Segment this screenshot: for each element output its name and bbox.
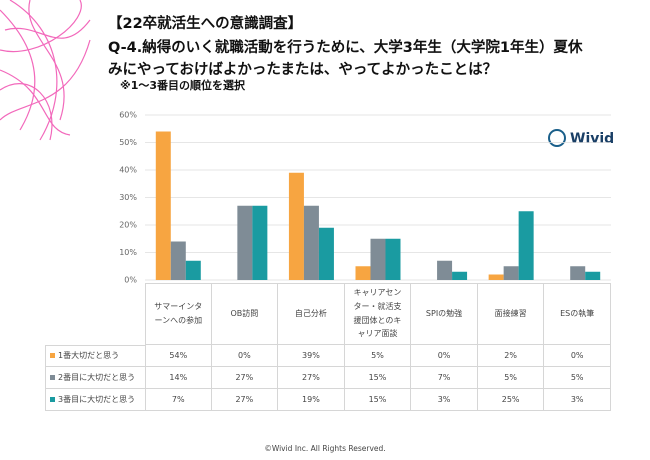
logo-icon: [548, 129, 566, 147]
bar: [385, 238, 401, 280]
category-label: SPIの勉強: [411, 283, 478, 345]
legend-entry: 3番目に大切だと思う: [45, 389, 145, 411]
table-value: 7%: [411, 367, 478, 389]
bar: [318, 227, 334, 280]
y-tick-label: 40%: [119, 166, 137, 175]
table-value: 27%: [278, 367, 345, 389]
bar: [252, 205, 268, 280]
bar: [570, 266, 586, 280]
table-value: 3%: [544, 389, 611, 411]
category-label: サマーインターンへの参加: [145, 283, 212, 345]
table-value: 15%: [344, 367, 412, 389]
bar: [370, 238, 386, 280]
table-border: [145, 283, 611, 284]
bar: [452, 271, 468, 280]
table-value: 19%: [278, 389, 345, 411]
category-label: OB訪問: [211, 283, 279, 345]
title-line: Q-4.納得のいく就職活動を行うために、大学3年生（大学院1年生）夏休: [108, 40, 583, 56]
table-value: 0%: [211, 345, 279, 367]
bar: [585, 271, 601, 280]
legend-label: 2番目に大切だと思う: [58, 372, 136, 382]
bar: [185, 260, 201, 280]
legend-swatch: [50, 375, 55, 380]
decoration: [0, 0, 91, 141]
bar: [155, 131, 171, 280]
y-tick-label: 60%: [119, 111, 137, 120]
category-label: ESの執筆: [544, 283, 611, 345]
logo-text: Wivid: [570, 131, 614, 147]
table-value: 5%: [477, 367, 545, 389]
table-value: 39%: [278, 345, 345, 367]
y-tick-label: 10%: [119, 248, 137, 257]
table-value: 14%: [145, 367, 212, 389]
table-value: 7%: [145, 389, 212, 411]
table-value: 25%: [477, 389, 545, 411]
category-label: 面接練習: [477, 283, 545, 345]
legend-entry: 2番目に大切だと思う: [45, 367, 145, 389]
bar: [503, 266, 519, 280]
title-line: 【22卒就活生への意識調査】: [108, 16, 303, 32]
table-border: [45, 345, 145, 346]
bar: [518, 211, 534, 280]
table-value: 15%: [344, 389, 412, 411]
category-label: 自己分析: [278, 283, 345, 345]
legend-swatch: [50, 397, 55, 402]
y-tick-label: 30%: [119, 193, 137, 202]
table-value: 5%: [344, 345, 412, 367]
category-label: キャリアセンター・就活支援団体とのキャリア面談: [344, 283, 412, 345]
bar: [303, 205, 319, 280]
table-value: 2%: [477, 345, 545, 367]
table-value: 0%: [544, 345, 611, 367]
y-tick-label: 0%: [124, 276, 137, 285]
title-line: みにやっておけばよかったまたは、やってよかったことは？: [108, 62, 498, 78]
logo: Wivid: [548, 129, 614, 147]
bar: [237, 205, 253, 280]
legend-swatch: [50, 353, 55, 358]
bar: [170, 241, 186, 280]
table-value: 5%: [544, 367, 611, 389]
legend-label: 3番目に大切だと思う: [58, 394, 136, 404]
table-value: 54%: [145, 345, 212, 367]
bar: [288, 172, 304, 280]
table-value: 0%: [411, 345, 478, 367]
legend-entry: 1番大切だと思う: [45, 345, 145, 367]
bar: [355, 266, 371, 280]
bar: [437, 260, 453, 280]
table-value: 27%: [211, 367, 279, 389]
legend-label: 1番大切だと思う: [58, 350, 120, 360]
footer: ©Wivid Inc. All Rights Reserved.: [264, 444, 385, 453]
bar: [488, 274, 504, 280]
y-tick-label: 50%: [119, 138, 137, 147]
subtitle: ※1〜3番目の順位を選択: [120, 79, 246, 92]
y-tick-label: 20%: [119, 221, 137, 230]
table-value: 27%: [211, 389, 279, 411]
table-value: 3%: [411, 389, 478, 411]
